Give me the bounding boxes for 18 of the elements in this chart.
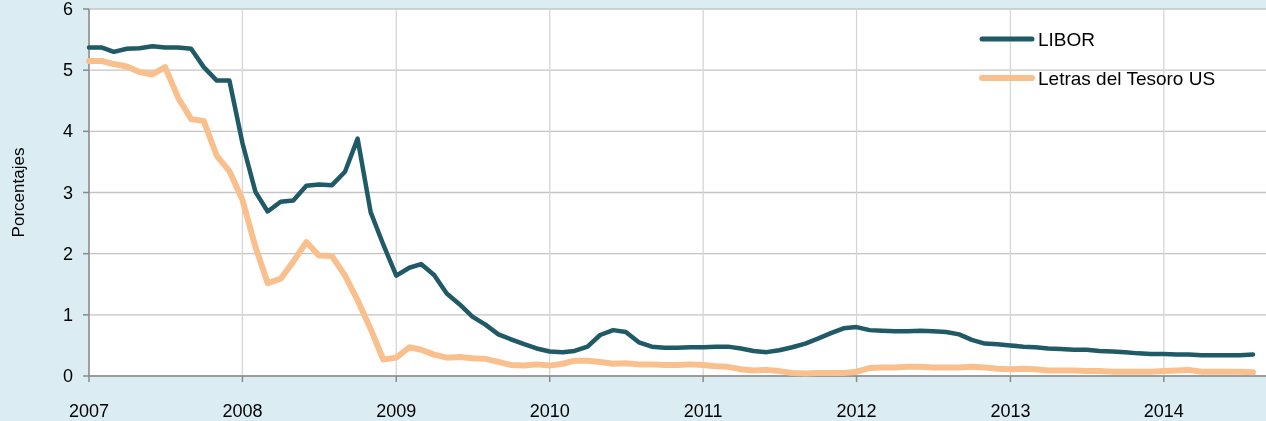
x-tick-label: 2010 [529, 401, 570, 421]
y-tick-label: 6 [62, 0, 73, 19]
x-tick-label: 2013 [990, 401, 1031, 421]
x-tick-label: 2009 [376, 401, 417, 421]
x-tick-label: 2012 [836, 401, 877, 421]
x-tick-label: 2007 [68, 401, 110, 421]
y-tick-label: 5 [62, 60, 73, 81]
y-tick-label: 0 [62, 366, 73, 386]
y-tick-label: 4 [62, 121, 73, 142]
y-tick-label: 1 [62, 304, 73, 325]
y-axis-title: Porcentajes [9, 147, 28, 238]
legend-label: LIBOR [1038, 28, 1096, 50]
y-tick-label: 3 [62, 182, 73, 203]
x-tick-label: 2011 [683, 401, 723, 421]
x-tick-label: 2014 [1143, 401, 1184, 421]
legend-label: Letras del Tesoro US [1038, 67, 1216, 89]
y-tick-label: 2 [62, 243, 73, 264]
x-tick-label: 2008 [222, 401, 263, 421]
